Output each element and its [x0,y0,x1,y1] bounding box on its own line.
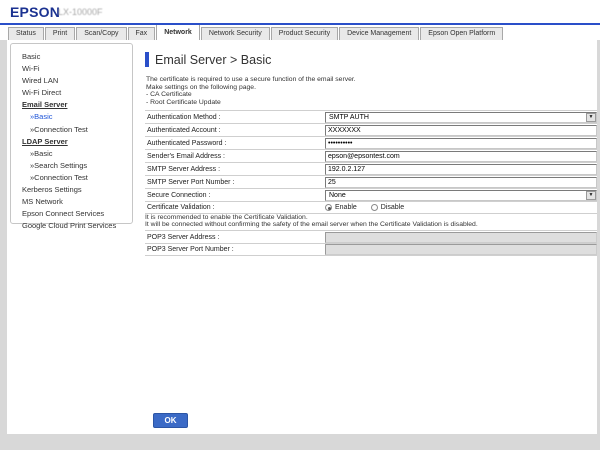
sidebar-section-ldap-server[interactable]: LDAP Server [22,136,68,146]
sidebar-item-ldap-basic[interactable]: »Basic [30,148,53,158]
field-label: Certificate Validation : [147,204,215,211]
field-label: POP3 Server Address : [147,233,220,241]
form-row-authenticated-account: Authenticated Account : [145,123,597,136]
tab-fax[interactable]: Fax [127,27,156,40]
certificate-validation-note: It is recommended to enable the Certific… [145,214,597,228]
field-label: POP3 Server Port Number : [147,246,234,253]
sidebar-item-email-server-basic[interactable]: »Basic [30,112,53,122]
dropdown-arrow-icon[interactable]: ▼ [586,112,596,122]
title-accent-bar [145,52,149,67]
certificate-validation-radio-group: Enable Disable [325,204,418,211]
authentication-method-select[interactable]: SMTP AUTH ▼ [325,111,597,123]
tab-epson-open-platform[interactable]: Epson Open Platform [420,27,504,40]
description-line: The certificate is required to use a sec… [146,76,356,83]
header-accent-line [0,23,600,25]
field-label: SMTP Server Address : [147,165,221,173]
tab-network[interactable]: Network [156,25,200,40]
pop3-server-address-input [325,231,597,243]
sidebar-item-basic[interactable]: Basic [22,52,41,61]
printer-model: LX-10000F [58,7,103,17]
select-value: SMTP AUTH [329,113,369,121]
field-label: Authenticated Password : [147,139,227,147]
form-row-pop3-address: POP3 Server Address : [145,230,597,243]
form-row-authentication-method: Authentication Method : SMTP AUTH ▼ [145,110,597,123]
sidebar-item-epson-connect-services[interactable]: Epson Connect Services [22,209,105,219]
sidebar-item-ldap-connection-test[interactable]: »Connection Test [30,172,88,182]
form-row-certificate-validation: Certificate Validation : Enable Disable [145,201,597,214]
smtp-server-address-input[interactable] [325,163,597,175]
field-label: Authenticated Account : [147,126,221,134]
enable-radio-icon[interactable] [325,204,332,211]
form-row-secure-connection: Secure Connection : None ▼ [145,188,597,201]
sidebar: Basic Wi-Fi Wired LAN Wi-Fi Direct Email… [10,43,133,230]
pop3-server-port-input [325,244,597,255]
tab-status[interactable]: Status [8,27,44,40]
form-row-pop3-port: POP3 Server Port Number : [145,243,597,256]
sidebar-item-ldap-search-settings[interactable]: »Search Settings [30,160,88,170]
page-title-row: Email Server > Basic [145,52,271,67]
select-value: None [329,191,346,199]
page-description: The certificate is required to use a sec… [146,76,356,106]
note-line: It will be connected without confirming … [145,221,478,228]
disable-radio-icon[interactable] [370,204,378,211]
tab-print[interactable]: Print [44,27,76,40]
tab-bar: Status Print Scan/Copy Fax Network Netwo… [0,25,600,40]
sidebar-item-wifi-direct[interactable]: Wi-Fi Direct [22,88,62,98]
form-row-authenticated-password: Authenticated Password : [145,136,597,149]
authenticated-password-input[interactable] [325,137,597,149]
sidebar-item-wifi[interactable]: Wi-Fi [22,64,40,74]
form-row-smtp-port: SMTP Server Port Number : [145,175,597,188]
form-table: Authentication Method : SMTP AUTH ▼ Auth… [145,110,597,214]
epson-logo: EPSON [10,4,61,20]
field-label: Sender's Email Address : [147,152,225,160]
note-line: It is recommended to enable the Certific… [145,214,308,221]
pop3-form-table: POP3 Server Address : POP3 Server Port N… [145,230,597,256]
sidebar-item-ms-network[interactable]: MS Network [22,197,63,207]
form-row-smtp-address: SMTP Server Address : [145,162,597,175]
description-line: - Root Certificate Update [146,98,221,106]
field-label: Authentication Method : [147,113,221,121]
sidebar-section-email-server[interactable]: Email Server [22,100,68,110]
content-panel: Basic Wi-Fi Wired LAN Wi-Fi Direct Email… [7,40,597,434]
email-server-form: Authentication Method : SMTP AUTH ▼ Auth… [145,110,597,256]
dropdown-arrow-icon[interactable]: ▼ [586,190,596,200]
sidebar-item-kerberos-settings[interactable]: Kerberos Settings [22,185,82,195]
tab-scan-copy[interactable]: Scan/Copy [76,27,127,40]
page-title: Email Server > Basic [155,52,272,67]
sidebar-item-wired-lan[interactable]: Wired LAN [22,76,59,86]
ok-button[interactable]: OK [153,413,188,428]
authenticated-account-input[interactable] [325,124,597,136]
field-label: Secure Connection : [147,191,211,199]
sidebar-item-email-server-connection-test[interactable]: »Connection Test [30,124,88,134]
description-line: - CA Certificate [146,91,192,99]
enable-radio-label: Enable [335,204,357,211]
tab-product-security[interactable]: Product Security [270,27,339,40]
disable-radio-label: Disable [380,204,405,211]
header: EPSON LX-10000F [0,0,600,23]
smtp-server-port-input[interactable] [325,176,597,188]
sidebar-item-google-cloud-print-services[interactable]: Google Cloud Print Services [22,221,117,231]
form-row-senders-email: Sender's Email Address : [145,149,597,162]
description-line: Make settings on the following page. [146,83,256,91]
tab-device-management[interactable]: Device Management [339,27,420,40]
field-label: SMTP Server Port Number : [147,178,235,186]
senders-email-address-input[interactable] [325,150,597,162]
tab-network-security[interactable]: Network Security [200,27,270,40]
secure-connection-select[interactable]: None ▼ [325,189,597,201]
